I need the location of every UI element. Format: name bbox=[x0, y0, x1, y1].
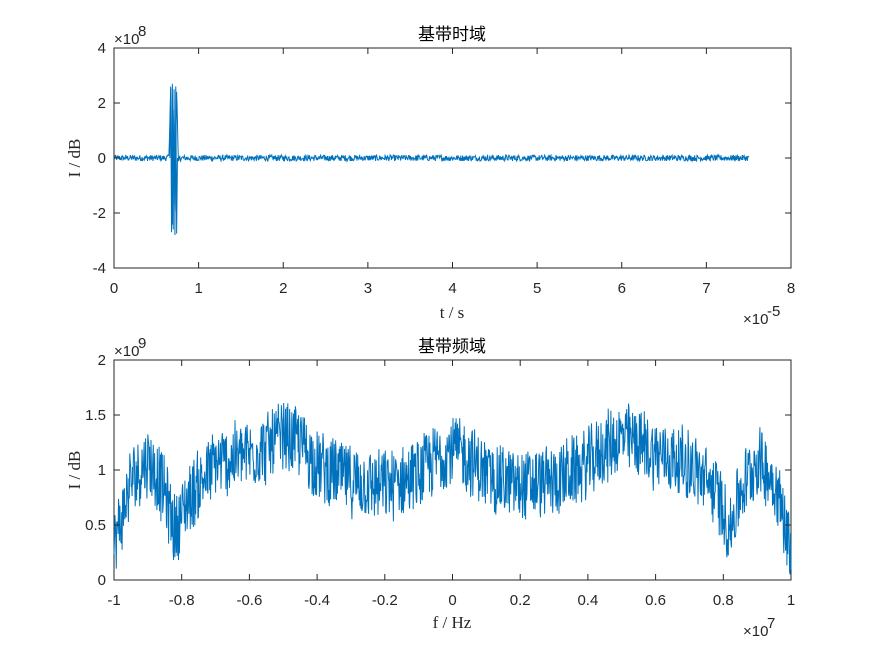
x-tick-label: 0.2 bbox=[510, 592, 531, 609]
x-tick-label: 0 bbox=[110, 280, 118, 297]
x-tick-label: -0.8 bbox=[169, 592, 195, 609]
y-tick-label: 2 bbox=[98, 352, 106, 369]
series-line-freq bbox=[113, 402, 792, 575]
y-tick-label: 1.5 bbox=[85, 407, 106, 424]
svg-text:×10: ×10 bbox=[114, 31, 139, 48]
series-line-time bbox=[113, 83, 750, 236]
y-tick-label: 1 bbox=[98, 462, 106, 479]
x-tick-label: 0.6 bbox=[645, 592, 666, 609]
x-tick-label: 7 bbox=[702, 280, 710, 297]
x-tick-label: -0.6 bbox=[236, 592, 262, 609]
svg-text:8: 8 bbox=[138, 23, 146, 40]
svg-text:-5: -5 bbox=[767, 303, 780, 320]
x-tick-label: -0.2 bbox=[372, 592, 398, 609]
svg-text:×10: ×10 bbox=[743, 623, 768, 640]
x-exponent-freq: ×10 7 bbox=[743, 615, 775, 640]
x-tick-label: 8 bbox=[787, 280, 795, 297]
x-tick-label: 0.4 bbox=[577, 592, 598, 609]
svg-text:9: 9 bbox=[138, 335, 146, 352]
svg-text:×10: ×10 bbox=[114, 343, 139, 360]
y-tick-label: 2 bbox=[98, 95, 106, 112]
x-tick-label: 4 bbox=[448, 280, 456, 297]
x-ticks-time: 0 1 2 3 4 5 6 7 8 bbox=[110, 48, 795, 297]
y-ticks-time: -4 -2 0 2 4 bbox=[93, 40, 791, 277]
svg-text:7: 7 bbox=[767, 615, 775, 632]
y-exponent-time: ×10 8 bbox=[114, 23, 146, 48]
x-tick-label: 1 bbox=[787, 592, 795, 609]
x-tick-label: 0.8 bbox=[713, 592, 734, 609]
x-tick-label: 5 bbox=[533, 280, 541, 297]
chart-title-freq: 基带频域 bbox=[418, 337, 486, 356]
y-tick-label: 0.5 bbox=[85, 517, 106, 534]
svg-text:×10: ×10 bbox=[743, 311, 768, 328]
x-tick-label: 6 bbox=[618, 280, 626, 297]
series-line bbox=[113, 87, 750, 225]
x-ticks-freq: -1 -0.8 -0.6 -0.4 -0.2 0 0.2 0.4 0.6 0.8 1 bbox=[107, 360, 795, 609]
x-tick-label: 0 bbox=[448, 592, 456, 609]
frequency-domain-chart: -1 -0.8 -0.6 -0.4 -0.2 0 0.2 0.4 0.6 0.8 1 0 0.5 1 1.… bbox=[65, 335, 795, 640]
y-exponent-freq: ×10 9 bbox=[114, 335, 146, 360]
y-axis-label-time: I / dB bbox=[65, 139, 84, 178]
x-tick-label: 1 bbox=[194, 280, 202, 297]
y-tick-label: 0 bbox=[98, 572, 106, 589]
y-tick-label: 0 bbox=[98, 150, 106, 167]
y-ticks-freq: 0 0.5 1 1.5 2 bbox=[85, 352, 791, 589]
x-axis-label-time: t / s bbox=[440, 303, 465, 322]
x-tick-label: -0.4 bbox=[304, 592, 330, 609]
y-tick-label: -2 bbox=[93, 205, 106, 222]
time-domain-chart: 0 1 2 3 4 5 6 7 8 -4 -2 0 2 4 基带时域 t / s I / dB ×10 … bbox=[65, 23, 795, 328]
y-tick-label: -4 bbox=[93, 260, 106, 277]
x-axis-label-freq: f / Hz bbox=[433, 613, 472, 632]
chart-title-time: 基带时域 bbox=[418, 25, 486, 44]
y-axis-label-freq: I / dB bbox=[65, 451, 84, 490]
y-tick-label: 4 bbox=[98, 40, 106, 57]
x-tick-label: 3 bbox=[364, 280, 372, 297]
x-tick-label: 2 bbox=[279, 280, 287, 297]
series-line bbox=[113, 402, 792, 575]
x-exponent-time: ×10 -5 bbox=[743, 303, 780, 328]
x-tick-label: -1 bbox=[107, 592, 120, 609]
